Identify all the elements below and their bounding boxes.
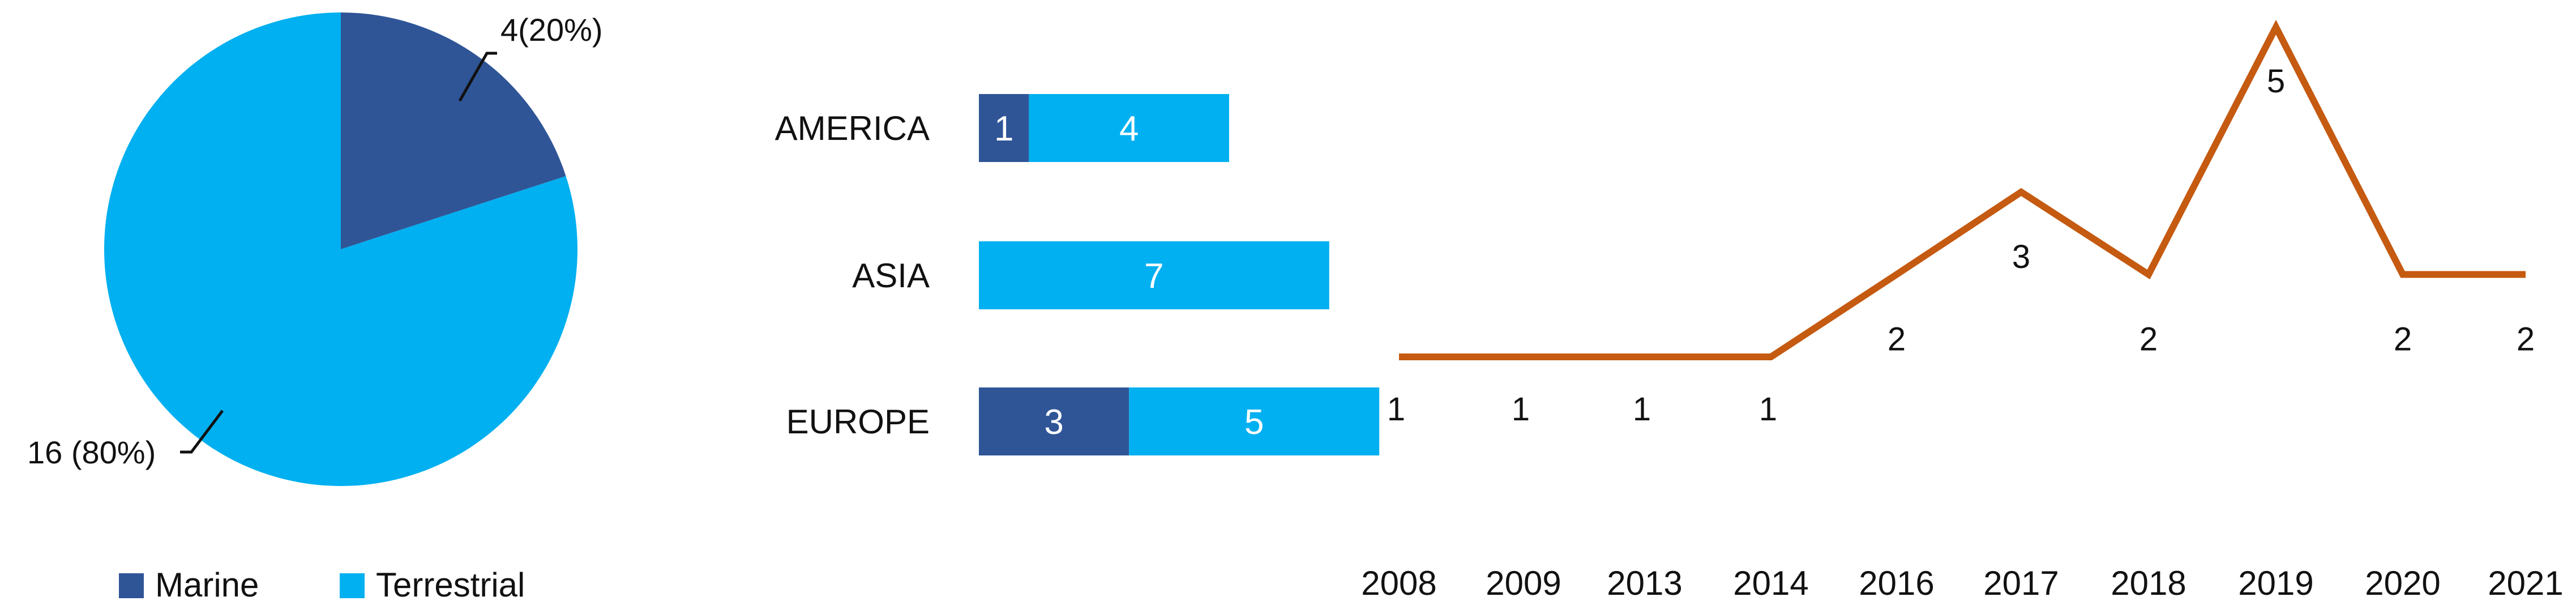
line-series bbox=[1399, 19, 2526, 360]
bar-data-labels: 1 4 7 3 5 bbox=[994, 109, 1264, 442]
pie-callout-marine-line bbox=[458, 52, 497, 102]
bar-chart: AMERICA ASIA EUROPE 1 4 7 3 5 bbox=[775, 94, 1380, 455]
line-data-label-2018: 2 bbox=[2139, 321, 2158, 358]
line-data-label-2014: 1 bbox=[1759, 391, 1777, 428]
line-data-label-2020: 2 bbox=[2394, 321, 2412, 358]
bar-segment-america-1 bbox=[979, 94, 1029, 162]
bar-data-label-europe-1: 3 bbox=[1044, 403, 1063, 442]
line-data-label-2016: 2 bbox=[1888, 321, 1906, 358]
line-data-label-2021: 2 bbox=[2517, 321, 2535, 358]
pie-chart: 4(20%) 16 (80%) bbox=[27, 12, 603, 487]
bar-segments bbox=[979, 94, 1380, 455]
pie-data-label-terrestrial: 16 (80%) bbox=[27, 434, 156, 470]
line-x-tick-label-2017: 2017 bbox=[1983, 564, 2059, 602]
line-x-tick-label-2021: 2021 bbox=[2488, 564, 2563, 602]
line-data-label-2019: 5 bbox=[2267, 63, 2285, 100]
bar-segment-europe-2 bbox=[1129, 387, 1380, 455]
line-x-tick-label-2016: 2016 bbox=[1859, 564, 1934, 602]
line-data-label-2013: 1 bbox=[1633, 391, 1651, 428]
pie-slice-terrestrial bbox=[104, 12, 577, 487]
bar-category-label-europe: EUROPE bbox=[786, 403, 930, 441]
pie-callout-terrestrial-line bbox=[180, 410, 224, 454]
line-x-tick-label-2009: 2009 bbox=[1486, 564, 1561, 602]
line-data-labels: 1 1 1 1 2 3 2 5 2 2 bbox=[1387, 63, 2535, 428]
pie-slices bbox=[104, 12, 577, 487]
legend-marine-swatch bbox=[119, 573, 144, 598]
line-x-tick-label-2014: 2014 bbox=[1733, 564, 1808, 602]
line-x-tick-label-2019: 2019 bbox=[2238, 564, 2313, 602]
line-x-tick-label-2008: 2008 bbox=[1361, 564, 1436, 602]
bar-segment-america-2 bbox=[1029, 94, 1229, 162]
line-x-tick-label-2013: 2013 bbox=[1607, 564, 1682, 602]
bar-data-label-europe-2: 5 bbox=[1244, 403, 1264, 442]
legend-terrestrial-swatch bbox=[340, 573, 365, 598]
pie-legend: Marine Terrestrial bbox=[119, 566, 525, 604]
pie-slice-marine bbox=[341, 12, 566, 249]
line-x-tick-labels: 2008 2009 2013 2014 2016 2017 2018 2019 2020 2021 bbox=[1361, 564, 2563, 602]
legend-marine-label: Marine bbox=[155, 566, 259, 604]
line-x-tick-label-2018: 2018 bbox=[2111, 564, 2186, 602]
bar-data-label-america-2: 4 bbox=[1119, 109, 1139, 148]
bar-segment-europe-1 bbox=[979, 387, 1129, 455]
bar-data-label-asia-2: 7 bbox=[1144, 257, 1163, 296]
line-x-tick-label-2020: 2020 bbox=[2365, 564, 2440, 602]
bar-category-labels: AMERICA ASIA EUROPE bbox=[775, 109, 930, 441]
pie-data-label-marine: 4(20%) bbox=[500, 12, 603, 48]
bar-category-label-america: AMERICA bbox=[775, 109, 930, 147]
line-data-label-2009: 1 bbox=[1512, 391, 1530, 428]
bar-data-label-america-1: 1 bbox=[994, 109, 1013, 148]
line-data-label-2017: 3 bbox=[2012, 238, 2030, 275]
bar-category-label-asia: ASIA bbox=[852, 257, 930, 295]
line-data-label-2008: 1 bbox=[1387, 391, 1405, 428]
bar-segment-asia-2 bbox=[979, 241, 1329, 309]
legend-terrestrial-label: Terrestrial bbox=[376, 566, 525, 604]
